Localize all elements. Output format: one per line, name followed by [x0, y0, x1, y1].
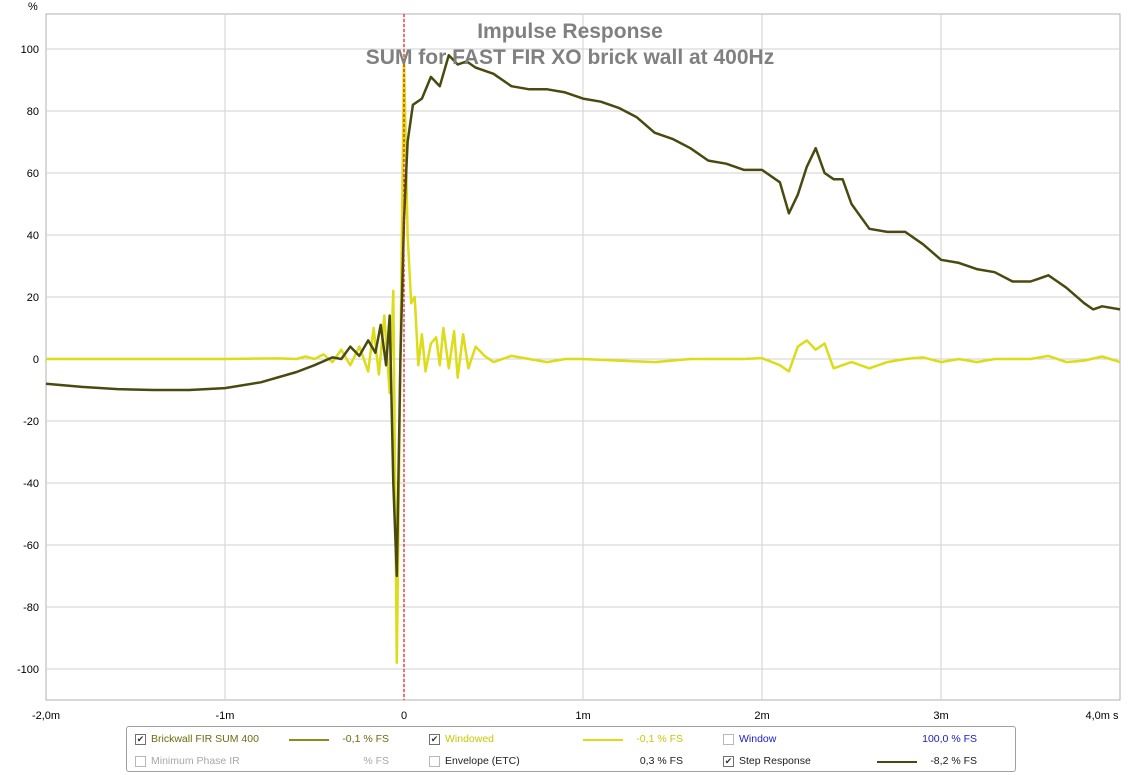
legend-value: -0,1 % FS [342, 733, 389, 745]
legend-item-step-response[interactable]: ✔ Step Response [723, 753, 811, 769]
legend-checkbox-step-response[interactable]: ✔ [723, 755, 734, 767]
x-tick-label: -1m [216, 710, 235, 722]
y-tick-label: 60 [27, 168, 39, 180]
x-tick-label: -2,0m [32, 710, 60, 722]
y-unit-label: % [28, 1, 38, 13]
impulse-response-chart: -2,0m -1m 0 1m 2m 3m 4,0m s 100 80 60 40 20 0 -20 -40 -… [17, 1, 1121, 722]
legend-checkbox-minimum-phase-ir[interactable] [135, 755, 146, 767]
x-tick-label: 1m [575, 710, 590, 722]
legend-checkbox-window[interactable] [723, 733, 734, 745]
y-tick-label: 100 [21, 44, 39, 56]
chart-subtitle: SUM for FAST FIR XO brick wall at 400Hz [366, 46, 774, 69]
series-line-windowed [46, 57, 1121, 665]
tick-labels: -2,0m -1m 0 1m 2m 3m 4,0m s 100 80 60 40 20 0 -20 -40 -… [17, 44, 1119, 722]
x-tick-label: 2m [754, 710, 769, 722]
y-tick-label: 0 [33, 354, 39, 366]
legend-label: Minimum Phase IR [151, 755, 240, 767]
chart-title: Impulse Response [477, 20, 663, 43]
legend-value: % FS [363, 755, 389, 767]
y-tick-label: -100 [17, 664, 39, 676]
legend-item-minimum-phase-ir[interactable]: Minimum Phase IR [135, 753, 240, 769]
legend-label: Step Response [739, 755, 811, 767]
grid [46, 14, 1120, 700]
legend-label: Window [739, 733, 777, 745]
legend-checkbox-windowed[interactable]: ✔ [429, 733, 440, 745]
legend-value: -0,1 % FS [636, 733, 683, 745]
legend-value: 100,0 % FS [922, 733, 977, 745]
legend-checkbox-envelope-etc[interactable] [429, 755, 440, 767]
y-tick-label: -20 [23, 416, 39, 428]
legend-panel: ✔ Brickwall FIR SUM 400 -0,1 % FS ✔ Windowed… [126, 726, 1016, 772]
y-tick-label: 80 [27, 106, 39, 118]
legend-checkbox-brickwall-fir-sum-400[interactable]: ✔ [135, 733, 146, 745]
legend-line-swatch [877, 761, 917, 763]
y-tick-label: 20 [27, 292, 39, 304]
x-tick-label: 0 [401, 710, 407, 722]
legend-item-windowed[interactable]: ✔ Windowed [429, 731, 494, 747]
series-line-step-response [45, 53, 1121, 578]
legend-value: 0,3 % FS [639, 755, 683, 767]
legend-line-swatch [583, 739, 623, 741]
x-tick-label: 4,0m s [1085, 710, 1119, 722]
y-tick-label: -40 [23, 478, 39, 490]
legend-label: Windowed [445, 733, 495, 745]
y-tick-label: -60 [23, 540, 39, 552]
legend-line-swatch [289, 739, 329, 741]
legend-value: -8,2 % FS [930, 755, 977, 767]
legend-label: Brickwall FIR SUM 400 [151, 733, 259, 745]
legend-item-brickwall-fir-sum-400[interactable]: ✔ Brickwall FIR SUM 400 [135, 731, 259, 747]
series-layer [45, 53, 1121, 665]
y-tick-label: 40 [27, 230, 39, 242]
legend-label: Envelope (ETC) [445, 755, 520, 767]
y-tick-label: -80 [23, 602, 39, 614]
x-tick-label: 3m [933, 710, 948, 722]
legend-item-envelope-etc[interactable]: Envelope (ETC) [429, 753, 520, 769]
legend-item-window[interactable]: Window [723, 731, 776, 747]
